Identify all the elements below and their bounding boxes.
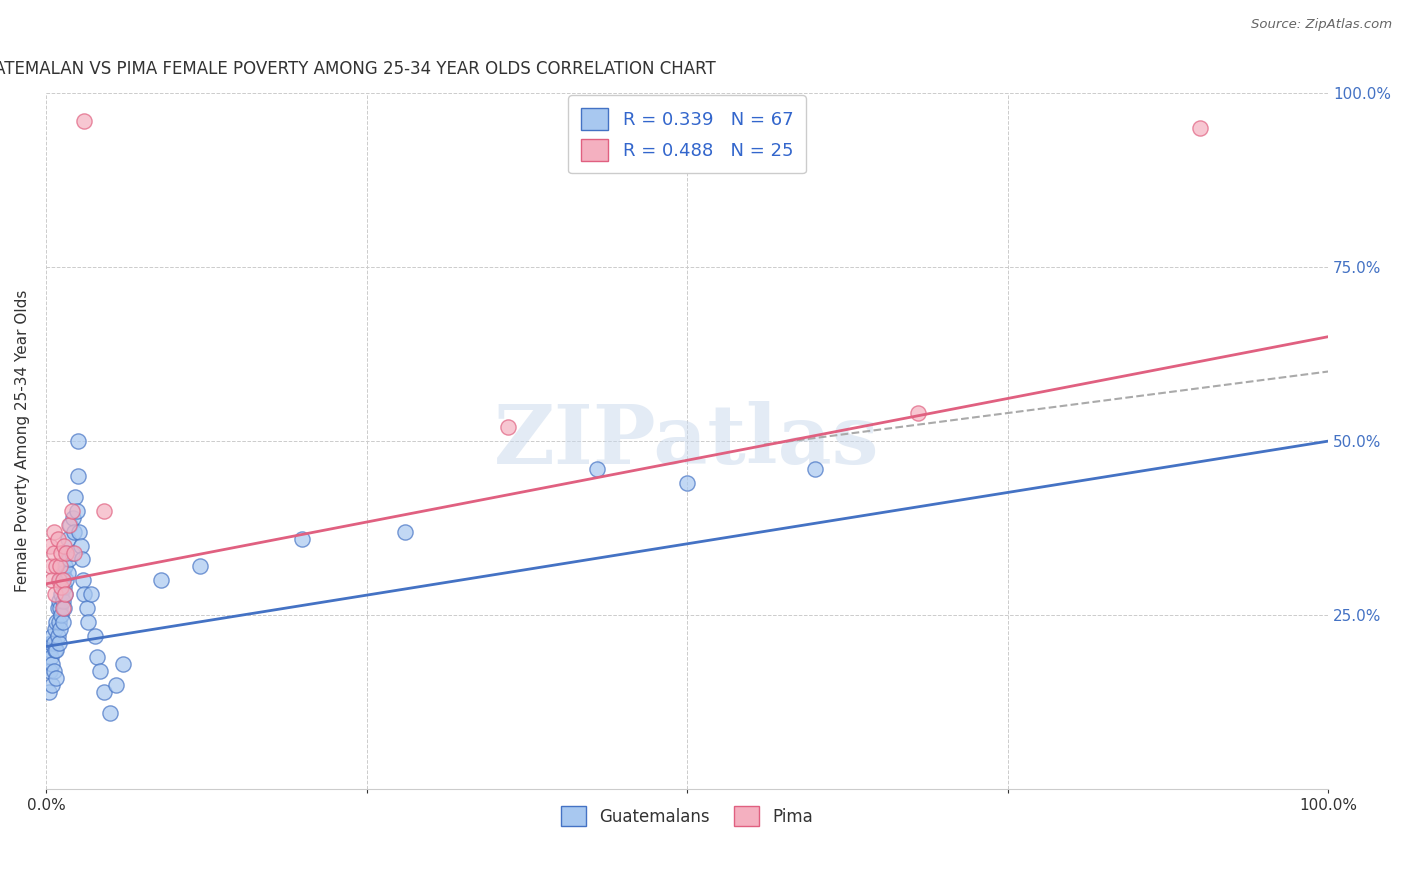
Point — [49, 574, 72, 588]
Point — [46, 629, 69, 643]
Point — [52, 566, 75, 581]
Point — [41, 629, 63, 643]
Point — [111, 657, 134, 671]
Point — [52, 601, 75, 615]
Point — [150, 574, 173, 588]
Point — [60, 504, 83, 518]
Point — [41, 678, 63, 692]
Point — [80, 587, 103, 601]
Point — [49, 601, 72, 615]
Text: Source: ZipAtlas.com: Source: ZipAtlas.com — [1251, 18, 1392, 31]
Point — [42, 545, 65, 559]
Point — [676, 475, 699, 490]
Point — [52, 615, 75, 629]
Point — [45, 615, 67, 629]
Point — [48, 615, 70, 629]
Point — [46, 601, 69, 615]
Point — [291, 532, 314, 546]
Point — [42, 664, 65, 678]
Point — [55, 545, 77, 559]
Point — [53, 559, 76, 574]
Point — [62, 510, 84, 524]
Point — [77, 615, 100, 629]
Point — [45, 643, 67, 657]
Point — [69, 539, 91, 553]
Point — [39, 559, 62, 574]
Point — [51, 580, 73, 594]
Point — [67, 524, 90, 539]
Point — [63, 524, 86, 539]
Point — [48, 574, 70, 588]
Point — [41, 657, 63, 671]
Point — [42, 524, 65, 539]
Point — [49, 622, 72, 636]
Point — [51, 545, 73, 559]
Point — [48, 636, 70, 650]
Point — [39, 649, 62, 664]
Point — [70, 552, 93, 566]
Point — [45, 559, 67, 574]
Point — [86, 649, 108, 664]
Point — [41, 574, 63, 588]
Point — [58, 552, 80, 566]
Point — [39, 636, 62, 650]
Point — [73, 114, 96, 128]
Point — [73, 587, 96, 601]
Point — [51, 608, 73, 623]
Y-axis label: Female Poverty Among 25-34 Year Olds: Female Poverty Among 25-34 Year Olds — [15, 290, 30, 592]
Point — [60, 545, 83, 559]
Point — [44, 587, 66, 601]
Point — [59, 517, 82, 532]
Point — [52, 594, 75, 608]
Point — [42, 636, 65, 650]
Point — [56, 532, 79, 546]
Point — [53, 587, 76, 601]
Point — [89, 664, 111, 678]
Point — [63, 545, 86, 559]
Point — [46, 532, 69, 546]
Point — [56, 566, 79, 581]
Point — [45, 671, 67, 685]
Point — [907, 406, 929, 420]
Point — [93, 504, 115, 518]
Point — [65, 490, 87, 504]
Point — [66, 504, 89, 518]
Point — [52, 601, 75, 615]
Point — [52, 580, 75, 594]
Text: GUATEMALAN VS PIMA FEMALE POVERTY AMONG 25-34 YEAR OLDS CORRELATION CHART: GUATEMALAN VS PIMA FEMALE POVERTY AMONG … — [0, 60, 716, 78]
Point — [83, 629, 105, 643]
Point — [44, 643, 66, 657]
Point — [55, 574, 77, 588]
Point — [93, 685, 115, 699]
Point — [98, 706, 121, 720]
Point — [394, 524, 416, 539]
Point — [53, 587, 76, 601]
Point — [52, 574, 75, 588]
Point — [38, 643, 60, 657]
Point — [48, 594, 70, 608]
Point — [58, 517, 80, 532]
Point — [105, 678, 128, 692]
Text: ZIPatlas: ZIPatlas — [495, 401, 880, 481]
Point — [38, 539, 60, 553]
Point — [66, 434, 89, 449]
Point — [38, 685, 60, 699]
Point — [76, 601, 98, 615]
Point — [496, 420, 519, 434]
Point — [51, 587, 73, 601]
Point — [804, 462, 827, 476]
Point — [586, 462, 609, 476]
Point — [66, 469, 89, 483]
Point — [52, 539, 75, 553]
Point — [72, 574, 94, 588]
Point — [188, 559, 211, 574]
Point — [1188, 120, 1211, 135]
Point — [44, 622, 66, 636]
Point — [55, 545, 77, 559]
Legend: Guatemalans, Pima: Guatemalans, Pima — [554, 799, 820, 833]
Point — [49, 559, 72, 574]
Point — [38, 664, 60, 678]
